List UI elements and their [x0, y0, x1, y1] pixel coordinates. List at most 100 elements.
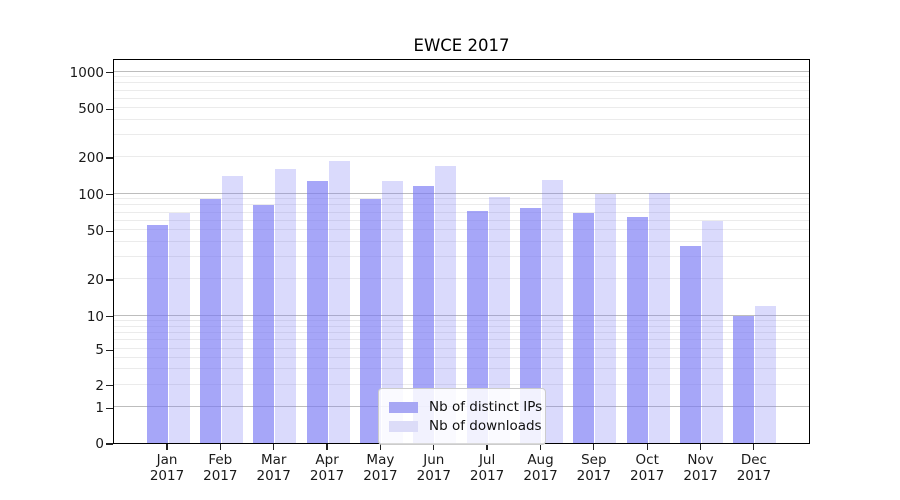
y-tick-label: 0 — [95, 436, 104, 452]
legend-swatch-downloads — [389, 420, 418, 432]
x-tick-label: Feb 2017 — [203, 452, 238, 484]
bar-downloads — [275, 169, 297, 443]
y-tick-mark — [106, 279, 113, 281]
x-tick-mark — [539, 444, 542, 450]
legend-item-downloads: Nb of downloads — [389, 418, 542, 434]
y-tick-label: 500 — [78, 101, 104, 118]
x-tick-label: Jul 2017 — [469, 452, 505, 484]
bar-downloads — [168, 212, 190, 443]
y-tick-mark — [106, 71, 113, 74]
x-tick-mark — [273, 444, 275, 450]
minor-gridline — [114, 256, 809, 258]
major-gridline — [114, 314, 809, 316]
minor-gridline — [114, 155, 809, 157]
bar-downloads — [381, 180, 403, 443]
x-tick-label: Oct 2017 — [630, 452, 665, 484]
x-tick-label: Dec 2017 — [736, 452, 772, 484]
minor-gridline — [114, 383, 809, 385]
bar-downloads — [702, 220, 723, 443]
x-tick-mark — [646, 444, 648, 450]
minor-gridline — [114, 241, 809, 243]
minor-gridline — [114, 348, 809, 350]
y-tick-mark — [106, 193, 113, 196]
major-gridline — [114, 192, 809, 194]
legend-label-distinct-ips: Nb of distinct IPs — [429, 399, 543, 415]
bar-distinct-ips — [519, 208, 541, 443]
x-tick-mark — [593, 444, 595, 450]
minor-gridline — [114, 198, 809, 200]
x-tick-mark — [753, 444, 755, 450]
y-tick-mark — [106, 349, 113, 351]
bar-distinct-ips — [146, 225, 168, 443]
y-tick-label: 200 — [78, 149, 104, 166]
bar-distinct-ips — [680, 246, 701, 443]
y-tick-mark — [106, 316, 113, 318]
legend-label-downloads: Nb of downloads — [429, 418, 542, 434]
bar-distinct-ips — [306, 180, 328, 443]
x-tick-mark — [486, 444, 488, 450]
y-tick-label: 50 — [86, 223, 104, 240]
y-tick-label: 1000 — [69, 64, 104, 81]
x-tick-mark — [166, 444, 168, 450]
y-tick-mark — [106, 384, 113, 387]
y-tick-mark — [106, 108, 113, 110]
minor-gridline — [114, 356, 809, 358]
bar-distinct-ips — [359, 198, 381, 443]
bar-downloads — [435, 166, 457, 443]
bar-distinct-ips — [413, 186, 435, 443]
x-tick-label: Apr 2017 — [309, 452, 345, 484]
x-tick-label: Sep 2017 — [576, 452, 611, 484]
bar-distinct-ips — [466, 211, 488, 443]
minor-gridline — [114, 211, 809, 213]
minor-gridline — [114, 325, 809, 327]
minor-gridline — [114, 339, 809, 341]
y-tick-mark — [106, 157, 113, 159]
x-tick-mark — [379, 444, 382, 450]
legend-swatch-distinct-ips — [389, 401, 418, 413]
y-tick-mark — [106, 230, 113, 233]
bar-distinct-ips — [199, 198, 221, 443]
x-tick-mark — [699, 444, 702, 450]
x-tick-label: Nov 2017 — [683, 452, 718, 484]
y-tick-mark — [106, 443, 113, 445]
bar-downloads — [221, 175, 243, 443]
y-tick-label: 5 — [95, 342, 104, 359]
minor-gridline — [114, 332, 809, 333]
bar-downloads — [541, 179, 563, 443]
minor-gridline — [114, 82, 809, 84]
minor-gridline — [114, 219, 809, 221]
y-tick-label: 100 — [78, 186, 104, 203]
bar-downloads — [648, 193, 670, 443]
x-tick-label: Aug 2017 — [523, 452, 558, 484]
minor-gridline — [114, 119, 809, 121]
minor-gridline — [114, 89, 809, 91]
y-tick-label: 20 — [86, 271, 104, 288]
minor-gridline — [114, 76, 809, 78]
legend-item-distinct-ips: Nb of distinct IPs — [389, 399, 542, 415]
x-tick-label: May 2017 — [363, 452, 398, 484]
y-tick-label: 2 — [95, 377, 104, 394]
bar-distinct-ips — [626, 216, 648, 443]
minor-gridline — [114, 319, 809, 321]
legend: Nb of distinct IPs Nb of downloads — [378, 388, 546, 445]
x-tick-mark — [219, 444, 222, 450]
minor-gridline — [114, 204, 809, 206]
x-tick-label: Jun 2017 — [416, 452, 451, 484]
bar-downloads — [328, 161, 350, 443]
x-tick-label: Jan 2017 — [149, 452, 185, 484]
x-tick-mark — [433, 444, 435, 450]
minor-gridline — [114, 367, 809, 369]
bar-distinct-ips — [733, 315, 755, 443]
bar-downloads — [595, 193, 617, 443]
minor-gridline — [114, 277, 809, 279]
minor-gridline — [114, 134, 809, 136]
x-tick-label: Mar 2017 — [256, 452, 291, 484]
bar-distinct-ips — [573, 212, 595, 443]
minor-gridline — [114, 107, 809, 109]
chart-title: EWCE 2017 — [413, 36, 510, 55]
minor-gridline — [114, 229, 809, 231]
plot-area — [113, 59, 810, 444]
y-tick-mark — [106, 407, 113, 409]
bar-distinct-ips — [253, 205, 275, 443]
